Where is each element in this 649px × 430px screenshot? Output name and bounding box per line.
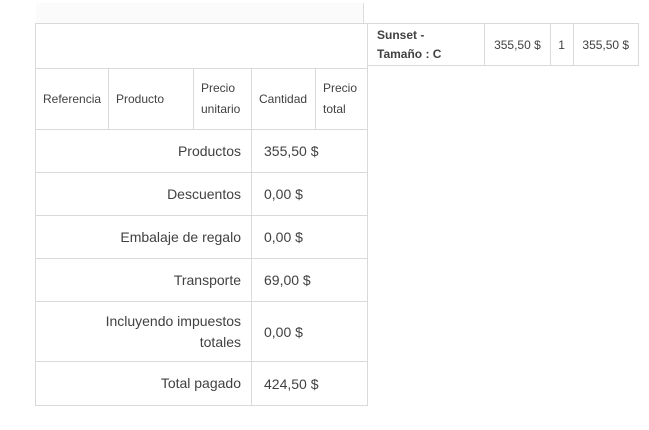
product-total-price-cell: 355,50 $ <box>572 24 639 65</box>
summary-value: 69,00 $ <box>250 258 369 302</box>
product-name-cell: Sunset - Tamaño : C <box>367 24 484 65</box>
empty-cell <box>34 23 369 69</box>
header-cantidad: Cantidad <box>251 68 316 130</box>
summary-value: 424,50 $ <box>250 361 369 406</box>
summary-value: 0,00 $ <box>250 172 369 216</box>
summary-label: Embalaje de regalo <box>120 228 241 245</box>
summary-label: Total pagado <box>160 375 241 391</box>
product-quantity-cell: 1 <box>549 24 573 65</box>
summary-row-descuentos: Descuentos 0,00 $ <box>35 172 369 216</box>
summary-value: 0,00 $ <box>250 215 369 259</box>
summary-label: Incluyendo impuestos totales <box>105 312 241 350</box>
summary-label: Descuentos <box>167 185 241 202</box>
summary-row-impuestos: Incluyendo impuestos totales 0,00 $ <box>35 301 369 362</box>
top-band <box>36 3 364 23</box>
summary-label: Productos <box>177 142 241 159</box>
summary-row-total-pagado: Total pagado 424,50 $ <box>35 361 369 406</box>
product-row: Sunset - Tamaño : C 355,50 $ 1 355,50 $ <box>366 23 639 66</box>
header-precio-total: Precio total <box>314 68 369 130</box>
summary-row-productos: Productos 355,50 $ <box>35 129 369 173</box>
summary-row-transporte: Transporte 69,00 $ <box>35 258 369 302</box>
product-unit-price-cell: 355,50 $ <box>484 24 550 65</box>
header-referencia: Referencia <box>35 68 109 130</box>
product-name: Sunset - Tamaño : C <box>377 27 442 61</box>
product-unit-price: 355,50 $ <box>494 37 541 52</box>
table-header-row: Referencia Producto Precio unitario Cant… <box>35 68 369 130</box>
summary-value: 355,50 $ <box>250 129 369 173</box>
summary-row-embalaje: Embalaje de regalo 0,00 $ <box>35 215 369 259</box>
order-summary-table: Referencia Producto Precio unitario Cant… <box>34 23 369 406</box>
product-total-price: 355,50 $ <box>582 37 630 52</box>
summary-label: Transporte <box>173 271 241 288</box>
header-precio-unitario: Precio unitario <box>193 68 252 130</box>
header-producto: Producto <box>108 68 194 130</box>
product-quantity: 1 <box>558 37 565 52</box>
empty-row <box>34 23 369 69</box>
summary-value: 0,00 $ <box>250 301 369 362</box>
